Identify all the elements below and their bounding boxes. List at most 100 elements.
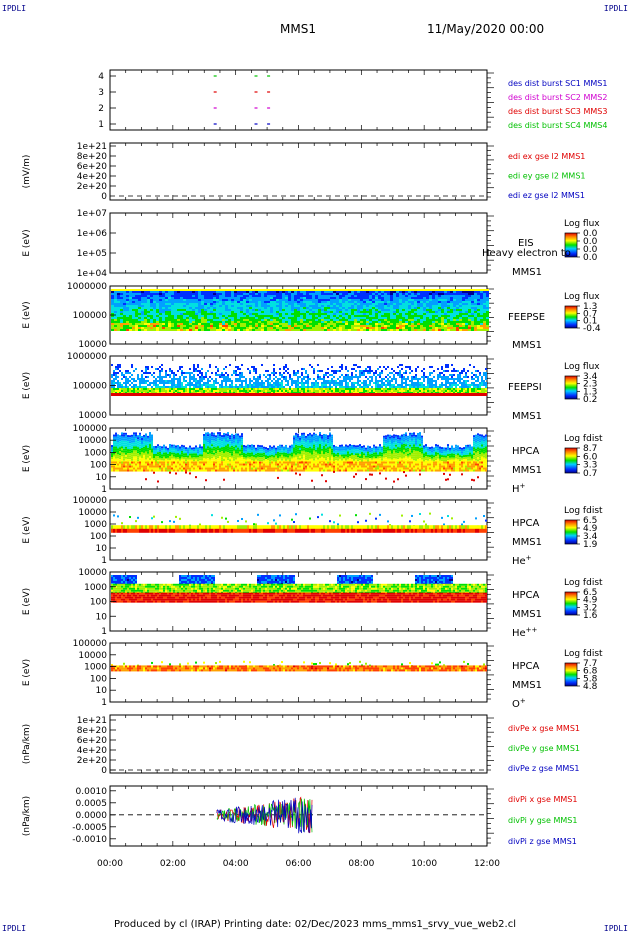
spectrogram-cell bbox=[450, 299, 453, 301]
spectrogram-cell bbox=[294, 311, 297, 313]
spectrogram-cell bbox=[123, 325, 126, 327]
spectrogram-cell bbox=[445, 393, 447, 396]
spectrogram-cell bbox=[159, 329, 162, 331]
spectrogram-cell bbox=[415, 368, 417, 370]
spectrogram-cell bbox=[366, 321, 369, 323]
spectrogram-cell bbox=[243, 301, 246, 303]
spectrogram-cell bbox=[267, 323, 270, 325]
spectrogram-cell bbox=[171, 299, 174, 301]
spectrogram-cell bbox=[357, 313, 360, 315]
spectrogram-cell bbox=[216, 289, 219, 291]
spectrogram-cell bbox=[228, 305, 231, 307]
spectrogram-cell bbox=[483, 309, 486, 311]
spectrogram-cell bbox=[289, 388, 291, 390]
spectrogram-cell bbox=[459, 309, 462, 311]
spectrogram-cell bbox=[183, 390, 185, 392]
spectrogram-cell bbox=[417, 327, 420, 329]
spectrogram-cell bbox=[137, 374, 139, 376]
spectrogram-cell bbox=[453, 384, 455, 386]
spectrogram-cell bbox=[441, 386, 443, 388]
spectrogram-cell bbox=[275, 382, 277, 384]
spectrogram-cell bbox=[175, 374, 177, 376]
spectrogram-cell bbox=[399, 303, 402, 305]
spectrogram-cell bbox=[381, 319, 384, 321]
spectrogram-cell bbox=[405, 372, 407, 374]
spectrogram-cell bbox=[396, 305, 399, 307]
spectrogram-cell bbox=[361, 388, 363, 390]
spectrogram-cell bbox=[151, 390, 153, 392]
spectrogram-cell bbox=[237, 311, 240, 313]
spectrogram-cell bbox=[339, 319, 342, 321]
spectrogram-cell bbox=[337, 378, 339, 380]
spectrogram-cell bbox=[255, 321, 258, 323]
spectrogram-cell bbox=[453, 291, 456, 293]
spectrogram-cell bbox=[390, 307, 393, 309]
spectrogram-cell bbox=[273, 295, 276, 297]
spectrogram-cell bbox=[225, 329, 228, 331]
spectrogram-cell bbox=[441, 329, 444, 331]
spectrogram-cell bbox=[168, 299, 171, 301]
spectrogram-cell bbox=[366, 313, 369, 315]
spectrogram-cell bbox=[483, 390, 485, 392]
spectrogram-cell bbox=[147, 327, 150, 329]
spectrogram-cell bbox=[324, 299, 327, 301]
spectrogram-cell bbox=[300, 327, 303, 329]
spectrogram-cell bbox=[381, 311, 384, 313]
spectrogram-cell bbox=[384, 325, 387, 327]
spectrogram-cell bbox=[201, 293, 204, 295]
spectrogram-cell bbox=[247, 388, 249, 390]
spectrogram-cell bbox=[349, 376, 351, 378]
spectrogram-cell bbox=[426, 297, 429, 299]
spectrogram-cell bbox=[441, 311, 444, 313]
spectrogram-cell bbox=[133, 388, 135, 390]
spectrogram-cell bbox=[225, 293, 228, 295]
spectrogram-cell bbox=[255, 382, 257, 384]
spectrogram-cell bbox=[378, 313, 381, 315]
spectrogram-cell bbox=[227, 376, 229, 378]
spectrogram-cell bbox=[288, 319, 291, 321]
spectrogram-cell bbox=[261, 315, 264, 317]
spectrogram-cell bbox=[357, 295, 360, 297]
spectrogram-cell bbox=[473, 382, 475, 384]
spectrogram-cell bbox=[249, 388, 251, 390]
spectrogram-cell bbox=[318, 301, 321, 303]
spectrogram-cell bbox=[282, 299, 285, 301]
spectrogram-cell bbox=[237, 366, 239, 368]
spectrogram-cell bbox=[132, 325, 135, 327]
spectrogram-cell bbox=[435, 319, 438, 321]
spectrogram-cell bbox=[273, 307, 276, 309]
spectrogram-cell bbox=[255, 378, 257, 380]
spectrogram-cell bbox=[265, 376, 267, 378]
spectrogram-cell bbox=[399, 321, 402, 323]
spectrogram-cell bbox=[325, 382, 327, 384]
spectrogram-cell bbox=[405, 366, 407, 368]
spectrogram-cell bbox=[289, 376, 291, 378]
spectrogram-cell bbox=[417, 382, 419, 384]
spectrogram-cell bbox=[198, 313, 201, 315]
spectrogram-cell bbox=[267, 382, 269, 384]
colorbar-tick-label: 0.0 bbox=[583, 229, 598, 239]
spectrogram-cell bbox=[336, 315, 339, 317]
spectrogram-cell bbox=[234, 291, 237, 293]
spectrogram-cell bbox=[483, 305, 486, 307]
spectrogram-cell bbox=[297, 315, 300, 317]
spectrogram-cell bbox=[175, 388, 177, 390]
spectrogram-cell bbox=[475, 376, 477, 378]
spectrogram-cell bbox=[397, 393, 399, 396]
spectrogram-cell bbox=[179, 378, 181, 380]
spectrogram-cell bbox=[393, 384, 395, 386]
spectrogram-cell bbox=[225, 299, 228, 301]
spectrogram-cell bbox=[351, 289, 354, 291]
spectrogram-cell bbox=[264, 305, 267, 307]
spectrogram-cell bbox=[201, 376, 203, 378]
spectrogram-cell bbox=[240, 329, 243, 331]
spectrogram-cell bbox=[408, 311, 411, 313]
spectrogram-cell bbox=[237, 329, 240, 331]
spectrogram-cell bbox=[231, 305, 234, 307]
spectrogram-cell bbox=[465, 319, 468, 321]
spectrogram-cell bbox=[331, 390, 333, 392]
spectrogram-cell bbox=[125, 380, 127, 382]
spectrogram-cell bbox=[471, 319, 474, 321]
spectrogram-cell bbox=[381, 321, 384, 323]
